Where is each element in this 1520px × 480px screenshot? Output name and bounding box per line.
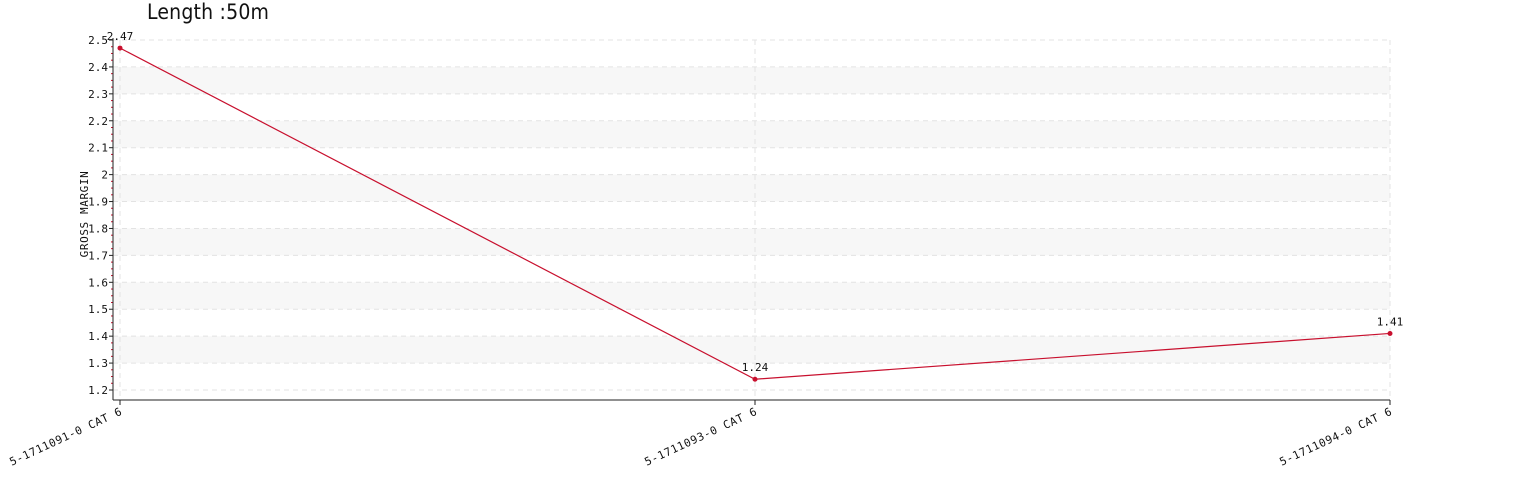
y-tick-label: 1.3 <box>88 357 108 370</box>
x-tick-labels: 5-1711091-0 CAT 6 5-1711093-0 CAT 6 5-1711… <box>7 405 1394 469</box>
y-tick-label: 1.4 <box>88 330 108 343</box>
y-tick-labels: 1.2 1.3 1.4 1.5 1.6 1.7 1.8 1.9 2 2.1 2.2 2.3 2.4 2.5 <box>88 34 108 397</box>
grid-band <box>113 282 1390 310</box>
x-tick-label: 5-1711094-0 CAT 6 <box>1277 405 1394 469</box>
chart-title: Length :50m <box>147 0 270 24</box>
y-axis-title: GROSS MARGIN <box>78 171 91 258</box>
y-tick-label: 1.5 <box>88 303 108 316</box>
grid-band <box>113 40 1390 67</box>
grid-band <box>113 309 1390 337</box>
grid-lines <box>113 39 1391 400</box>
y-tick-label: 1.9 <box>88 196 108 209</box>
grid-band <box>113 255 1390 283</box>
grid-band <box>113 228 1390 256</box>
axes <box>109 38 1391 405</box>
x-tick-label: 5-1711091-0 CAT 6 <box>7 405 124 469</box>
grid-band <box>113 66 1390 94</box>
data-point <box>117 45 123 51</box>
grid-band <box>113 120 1390 148</box>
grid-band <box>113 93 1390 121</box>
y-tick-label: 2.3 <box>88 88 108 101</box>
plot-bands <box>113 40 1390 390</box>
y-tick-label: 2 <box>101 169 108 182</box>
grid-band <box>113 174 1390 202</box>
y-tick-label: 1.6 <box>88 276 108 289</box>
y-tick-label: 1.2 <box>88 384 108 397</box>
y-tick-label: 2.5 <box>88 34 108 47</box>
y-tick-label: 2.2 <box>88 115 108 128</box>
data-point <box>1387 330 1393 336</box>
grid-band <box>113 201 1390 229</box>
y-tick-label: 1.7 <box>88 249 108 262</box>
data-point <box>752 376 758 382</box>
y-tick-label: 2.4 <box>88 61 108 74</box>
grid-band <box>113 147 1390 175</box>
series-layer: 2.47 1.24 1.41 <box>107 30 1404 382</box>
y-tick-label: 1.8 <box>88 222 108 235</box>
grid-band <box>113 363 1390 390</box>
x-tick-label: 5-1711093-0 CAT 6 <box>642 405 759 469</box>
grid-band <box>113 336 1390 364</box>
data-label: 1.41 <box>1377 315 1404 328</box>
data-label: 1.24 <box>742 361 769 374</box>
y-tick-label: 2.1 <box>88 142 108 155</box>
data-label: 2.47 <box>107 30 134 43</box>
